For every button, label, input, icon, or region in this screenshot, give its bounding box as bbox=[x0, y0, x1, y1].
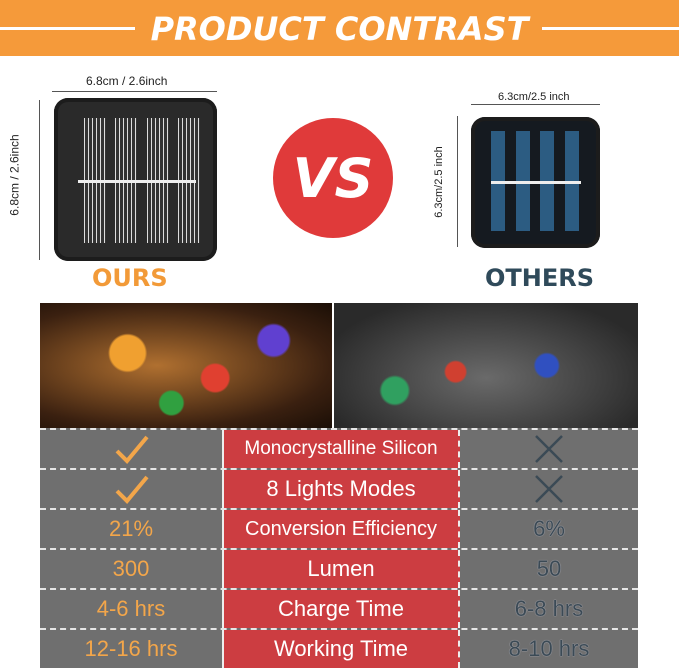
ours-value: 21% bbox=[108, 516, 154, 541]
others-width-rule bbox=[471, 104, 600, 105]
others-width-dimension: 6.3cm/2.5 inch bbox=[498, 91, 570, 103]
others-value: 6-8 hrs bbox=[514, 596, 584, 621]
ours-label: OURS bbox=[92, 264, 168, 292]
feature-label: Monocrystalline Silicon bbox=[222, 430, 460, 468]
feature-label: Working Time bbox=[222, 630, 460, 668]
others-value: 50 bbox=[536, 556, 562, 581]
banner-divider-right bbox=[542, 27, 679, 30]
table-row: 300 Lumen 50 bbox=[40, 548, 638, 588]
check-icon bbox=[40, 470, 222, 508]
page-title: PRODUCT CONTRAST bbox=[150, 10, 529, 48]
ours-lights-photo bbox=[40, 303, 332, 428]
ours-width-rule bbox=[52, 91, 217, 92]
comparison-table: Monocrystalline Silicon 8 Lights Modes 2… bbox=[40, 428, 638, 668]
ours-value: 300 bbox=[112, 556, 150, 581]
x-icon bbox=[460, 470, 638, 508]
ours-solar-panel bbox=[54, 98, 217, 261]
others-height-rule bbox=[457, 116, 458, 247]
ours-width-dimension: 6.8cm / 2.6inch bbox=[86, 74, 168, 88]
x-icon bbox=[460, 430, 638, 468]
banner-divider-left bbox=[0, 27, 135, 30]
ours-value: 12-16 hrs bbox=[84, 636, 178, 661]
others-lights-photo bbox=[334, 303, 638, 428]
table-row: 4-6 hrs Charge Time 6-8 hrs bbox=[40, 588, 638, 628]
table-row: 12-16 hrs Working Time 8-10 hrs bbox=[40, 628, 638, 668]
others-value: 8-10 hrs bbox=[508, 636, 590, 661]
header-banner: PRODUCT CONTRAST bbox=[0, 0, 679, 56]
others-height-dimension: 6.3cm/2.5 inch bbox=[432, 146, 445, 218]
feature-label: Conversion Efficiency bbox=[222, 510, 460, 548]
table-row: 21% Conversion Efficiency 6% bbox=[40, 508, 638, 548]
ours-value: 4-6 hrs bbox=[96, 596, 166, 621]
feature-label: Charge Time bbox=[222, 590, 460, 628]
check-icon bbox=[40, 430, 222, 468]
feature-label: 8 Lights Modes bbox=[222, 470, 460, 508]
table-row: Monocrystalline Silicon bbox=[40, 428, 638, 468]
vs-badge: VS bbox=[273, 118, 393, 238]
others-solar-panel bbox=[471, 117, 600, 248]
others-label: OTHERS bbox=[485, 264, 595, 292]
feature-label: Lumen bbox=[222, 550, 460, 588]
others-value: 6% bbox=[533, 516, 565, 541]
ours-height-rule bbox=[39, 100, 40, 260]
table-row: 8 Lights Modes bbox=[40, 468, 638, 508]
ours-height-dimension: 6.8cm / 2.6inch bbox=[7, 134, 22, 216]
